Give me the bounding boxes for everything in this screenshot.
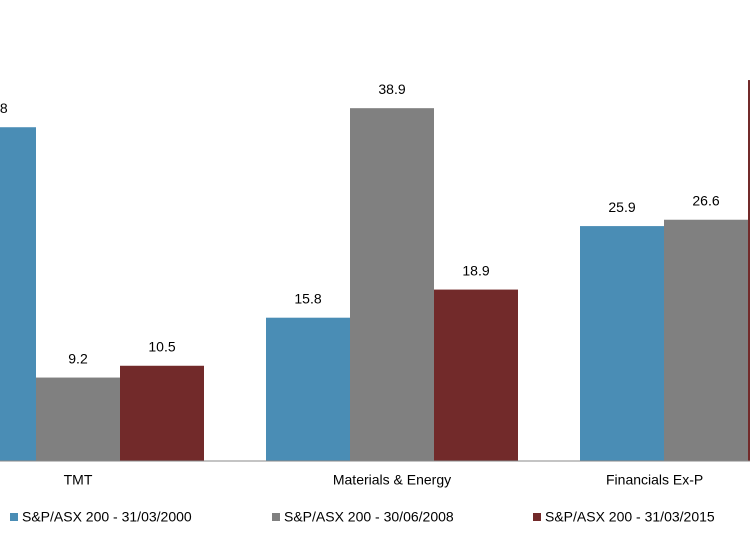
x-tick-label: Financials Ex-P	[606, 472, 703, 488]
bar	[0, 127, 36, 461]
value-label: 18.9	[462, 262, 489, 278]
x-tick-label: TMT	[64, 472, 93, 488]
bar	[748, 80, 750, 461]
legend-swatch	[272, 513, 280, 521]
value-label: 25.9	[608, 199, 635, 215]
bar	[36, 377, 120, 461]
legend-label: S&P/ASX 200 - 31/03/2015	[545, 509, 715, 525]
legend-label: S&P/ASX 200 - 31/03/2000	[22, 509, 192, 525]
legend-label: S&P/ASX 200 - 30/06/2008	[284, 509, 454, 525]
bar	[664, 219, 748, 461]
value-label: 26.6	[692, 192, 719, 208]
legend-swatch	[10, 513, 18, 521]
bar	[580, 226, 664, 461]
value-label: 10.5	[148, 338, 175, 354]
bar	[266, 317, 350, 461]
value-label: 15.8	[294, 290, 321, 306]
value-label: 38.9	[378, 81, 405, 97]
bar	[120, 365, 204, 461]
bar	[434, 289, 518, 461]
legend-swatch	[533, 513, 541, 521]
bar	[350, 108, 434, 461]
x-tick-label: Materials & Energy	[333, 472, 451, 488]
value-label: 36.8	[0, 100, 8, 116]
value-label: 9.2	[68, 350, 88, 366]
